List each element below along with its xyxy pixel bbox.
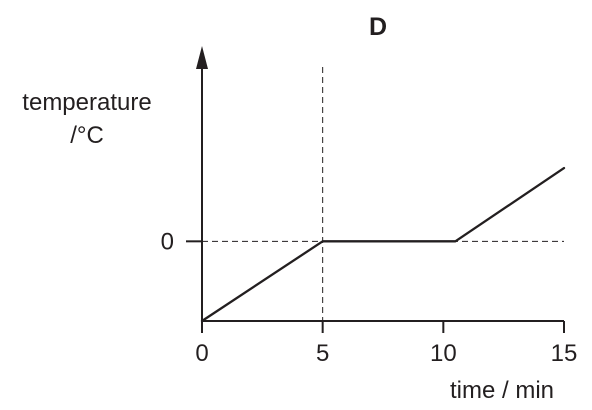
y-axis-arrowhead-icon xyxy=(196,46,208,69)
x-tick-label: 0 xyxy=(195,340,208,367)
x-axis-label: time / min xyxy=(450,377,554,404)
x-tick-label: 10 xyxy=(430,340,457,367)
data-series xyxy=(200,166,566,323)
chart-title: D xyxy=(369,13,387,41)
y-axis-label-line-1: temperature xyxy=(22,89,151,116)
x-tick-label: 15 xyxy=(551,340,578,367)
x-tick-label: 5 xyxy=(316,340,329,367)
reference-lines xyxy=(202,67,564,321)
axes xyxy=(196,46,564,322)
series-line-1 xyxy=(200,166,566,323)
y-axis-label-line-2: /°C xyxy=(70,122,104,149)
tick-labels: 0 5 10 15 0 xyxy=(161,228,578,367)
y-tick-label: 0 xyxy=(161,228,174,255)
